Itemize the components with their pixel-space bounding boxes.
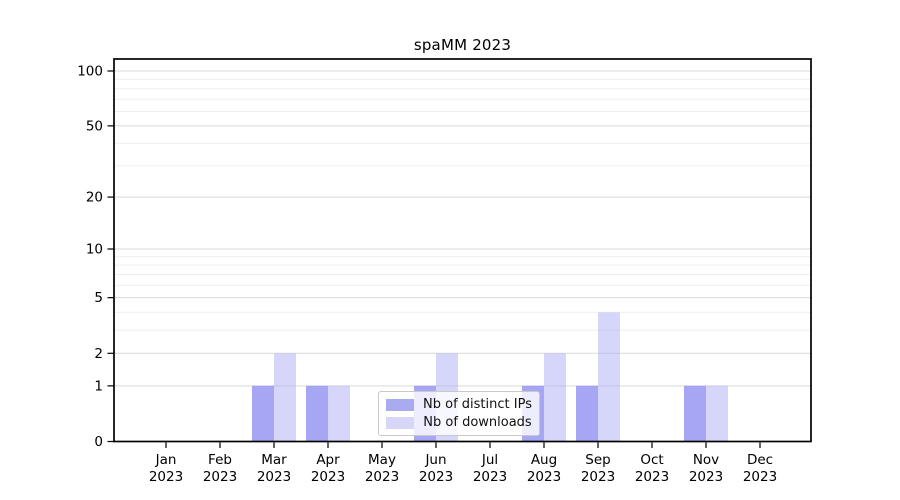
legend-item-distinct-ips: Nb of distinct IPs	[386, 397, 533, 412]
x-tick-label-month: Mar	[261, 452, 287, 468]
y-tick-label: 2	[94, 346, 103, 362]
x-tick-label-month: Nov	[693, 452, 719, 468]
y-tick-label: 100	[77, 63, 103, 79]
x-tick-label-year: 2023	[743, 469, 777, 485]
x-tick-label-year: 2023	[419, 469, 453, 485]
y-tick-label: 10	[86, 241, 103, 257]
bar-distinct-ips-sep	[576, 385, 598, 442]
y-tick-label: 0	[94, 434, 103, 450]
legend-item-downloads: Nb of downloads	[386, 415, 533, 430]
legend-label-downloads: Nb of downloads	[423, 415, 532, 430]
bar-distinct-ips-mar	[252, 385, 274, 442]
bar-distinct-ips-apr	[306, 385, 328, 442]
plot-border	[113, 58, 812, 443]
x-tick-label-year: 2023	[581, 469, 615, 485]
bar-downloads-aug	[544, 353, 566, 442]
bar-downloads-sep	[598, 312, 620, 442]
x-tick-label-month: Sep	[585, 452, 610, 468]
x-tick-label-month: Apr	[316, 452, 340, 468]
legend-label-distinct-ips: Nb of distinct IPs	[423, 397, 532, 412]
bar-downloads-nov	[706, 385, 728, 442]
y-tick-label: 5	[94, 290, 103, 306]
x-tick-label-year: 2023	[473, 469, 507, 485]
x-tick-label-month: Oct	[640, 452, 663, 468]
x-tick-label-month: Jul	[481, 452, 498, 468]
x-tick-label-year: 2023	[635, 469, 669, 485]
x-tick-label-year: 2023	[527, 469, 561, 485]
x-tick-label-year: 2023	[311, 469, 345, 485]
bar-distinct-ips-nov	[684, 385, 706, 442]
bar-downloads-mar	[274, 353, 296, 442]
chart-title: spaMM 2023	[413, 36, 512, 54]
y-tick-label: 20	[86, 190, 103, 206]
legend-swatch-downloads	[386, 416, 414, 429]
x-tick-label-month: Jun	[424, 452, 446, 468]
y-tick-label: 50	[86, 118, 103, 134]
x-tick-label-year: 2023	[149, 469, 183, 485]
x-tick-label-month: Dec	[747, 452, 773, 468]
x-tick-label-year: 2023	[365, 469, 399, 485]
x-tick-label-month: Aug	[531, 452, 557, 468]
x-tick-label-year: 2023	[203, 469, 237, 485]
y-tick-label: 1	[94, 378, 103, 394]
x-tick-label-year: 2023	[257, 469, 291, 485]
x-tick-label-year: 2023	[689, 469, 723, 485]
x-tick-label-month: May	[368, 452, 396, 468]
legend: Nb of distinct IPs Nb of downloads	[378, 391, 540, 436]
x-tick-label-month: Jan	[155, 452, 177, 468]
bar-downloads-apr	[328, 385, 350, 442]
x-tick-label-month: Feb	[208, 452, 232, 468]
legend-swatch-distinct-ips	[386, 398, 414, 411]
